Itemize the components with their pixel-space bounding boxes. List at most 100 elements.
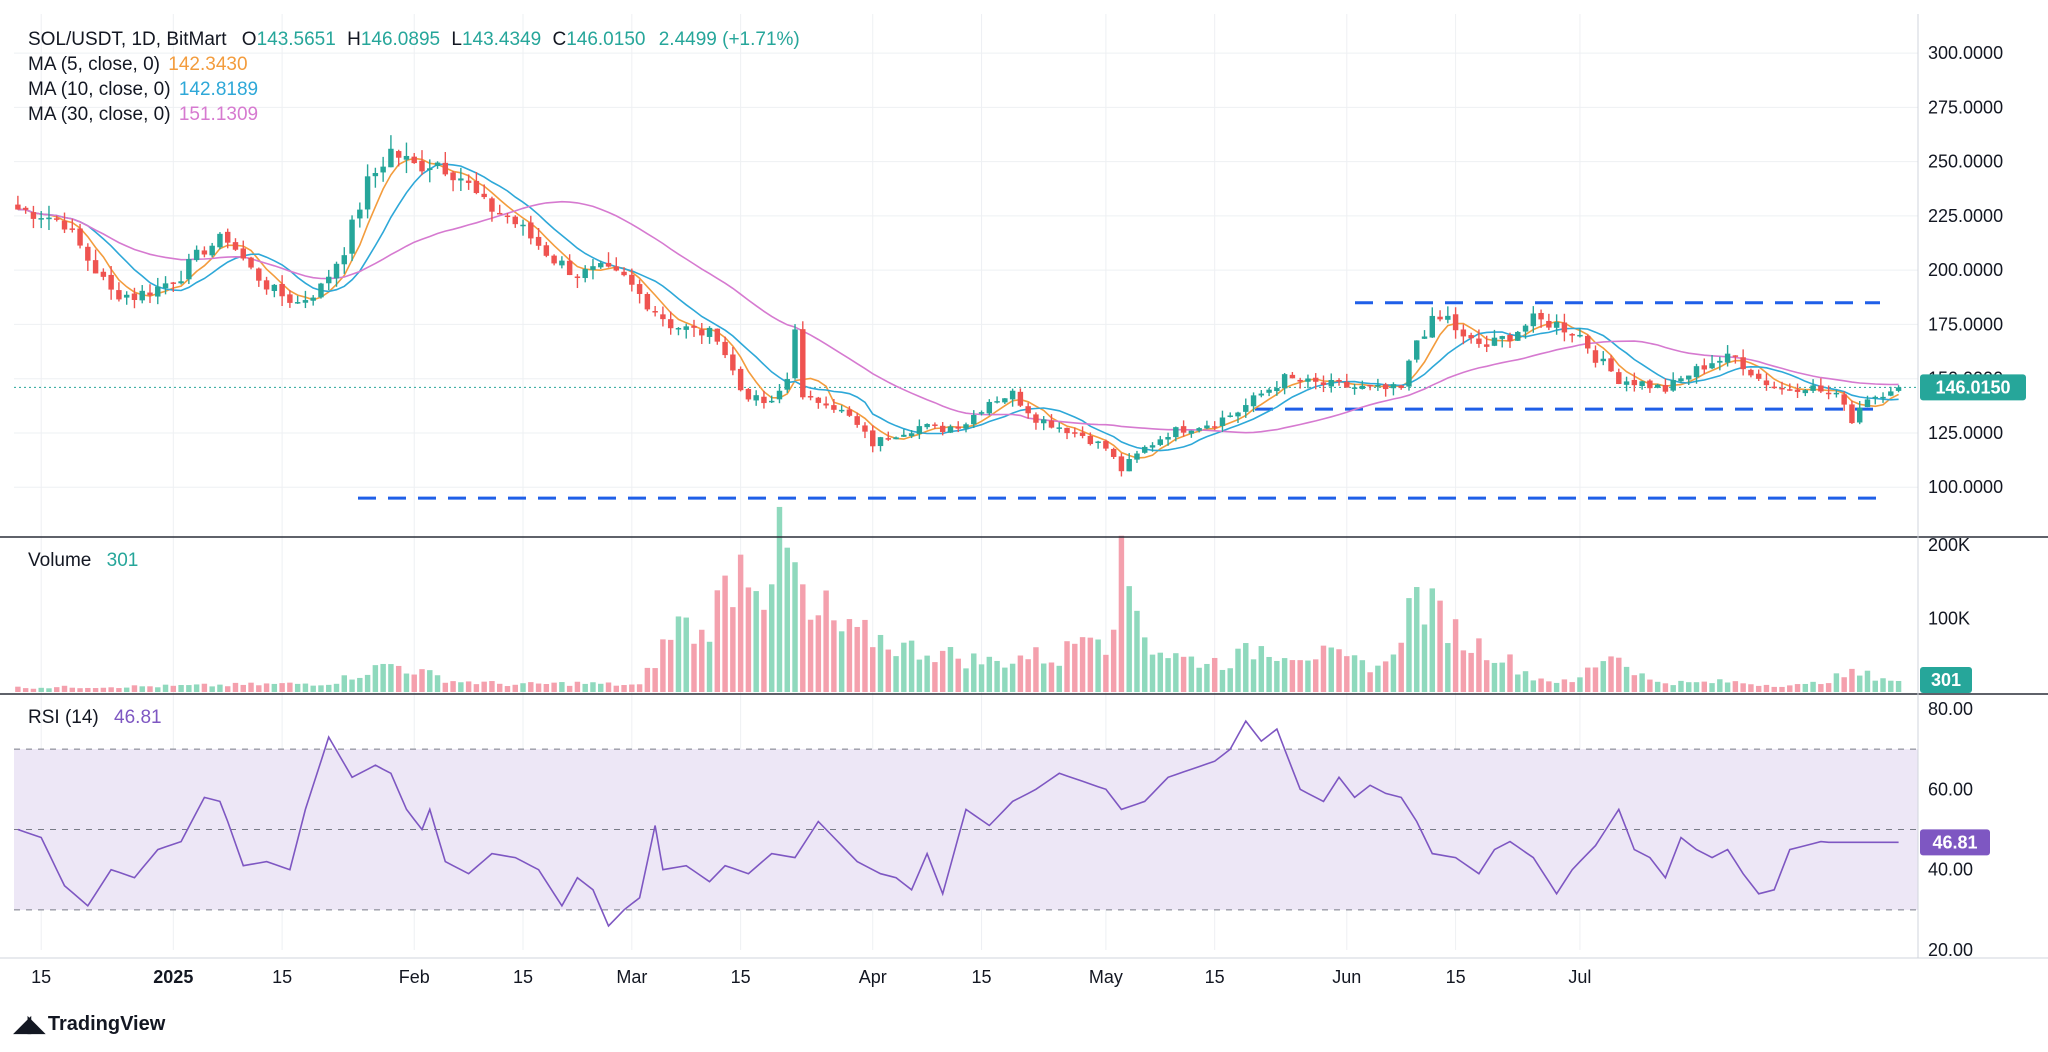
volume-bar [528,682,534,692]
candle-body [403,155,410,160]
candle-body [38,218,44,220]
candle-body [1616,372,1622,384]
support-resistance-lines [14,301,1918,500]
volume-bar [1717,679,1723,692]
candle-body [318,283,324,298]
volume-bar [784,547,790,692]
candle-body [69,228,76,230]
candle-body [652,311,658,313]
volume-bar [1701,681,1708,692]
candle-body [240,248,246,259]
volume-bar [427,670,433,692]
time-tick-label: 2025 [153,967,193,987]
volume-bar [333,683,340,692]
candle-body [1895,387,1902,391]
rsi-badge [1920,829,1990,856]
tradingview-wordmark: TradingView [47,1012,166,1035]
candle-body [217,233,223,248]
tradingview-logo[interactable]: ◢◣ TradingView [14,1011,165,1037]
volume-bar [1204,663,1210,692]
candle-body [1281,374,1288,389]
candle-body [870,430,876,447]
volume-legend[interactable]: Volume 301 [28,548,138,573]
candle-body [1647,380,1653,389]
price-tick-label: 300.0000 [1928,43,2003,63]
volume-bar [823,590,829,692]
candle-body [800,329,806,398]
candle-body [1390,384,1397,389]
candle-body [792,329,798,379]
volume-bar [551,682,557,692]
candle-body [22,207,29,210]
candle-body [613,266,620,271]
volume-bar [1165,658,1171,692]
volume-bar [302,683,309,692]
candle-body [357,209,363,219]
candle-body [846,409,853,416]
volume-bar [636,684,643,692]
candle-body [1631,379,1638,386]
candle-body [85,246,91,261]
volume-bar [1880,678,1886,692]
ma5-legend[interactable]: MA (5, close, 0) 142.3430 [28,52,248,77]
candle-body [660,314,666,320]
volume-bar [1312,659,1319,692]
volume-bar [1592,667,1599,692]
volume-bar [287,682,293,692]
volume-bar [1654,681,1661,692]
volume-bar [1561,679,1568,692]
candle-body [1701,365,1708,370]
volume-bar [1375,665,1381,692]
ma30-legend[interactable]: MA (30, close, 0) 151.1309 [28,102,258,127]
candle-body [248,257,254,268]
candle-body [621,271,627,276]
rsi-tick-label: 20.00 [1928,940,1973,960]
candle-body [1763,380,1770,386]
volume-bar [186,685,192,692]
candle-body [1538,312,1544,320]
volume-bar [870,647,876,692]
candle-body [1157,439,1164,445]
candle-body [722,341,728,356]
value-badges: 146.0150 301 46.81 [1920,374,2026,856]
candle-body [768,400,775,403]
volume-bar [1647,679,1653,692]
candle-body [699,329,705,336]
candle-body [458,178,464,181]
candle-body [1522,325,1529,332]
candle-body [1709,363,1715,369]
candle-body [683,326,689,330]
candle-body [1515,331,1521,341]
volume-bar [1188,656,1195,692]
volume-bar [310,685,316,692]
candle-body [512,216,518,225]
volume-bar [1499,662,1505,692]
volume-bar [395,665,402,692]
volume-bar [1779,686,1785,692]
volume-bar [1382,661,1389,692]
ma10-label: MA (10, close, 0) [28,79,171,100]
high-value: 146.0895 [360,29,441,50]
candle-body [287,294,293,303]
candle-body [333,263,340,279]
candle-body [1732,355,1739,357]
volume-bar [1452,619,1459,692]
rsi-legend[interactable]: RSI (14) 46.81 [28,705,162,730]
candle-body [1530,313,1537,327]
candle-body [209,245,215,256]
time-tick-label: 15 [972,967,992,987]
candle-body [1118,456,1125,472]
volume-bar [605,682,612,692]
volume-bar [1336,649,1342,692]
rsi-pane [14,719,1918,928]
symbol-label[interactable]: SOL/USDT, 1D, BitMart [28,29,227,50]
candle-body [1748,369,1754,376]
candle-body [1429,315,1436,338]
volume-bar [1157,652,1164,692]
volume-bar [326,684,332,692]
candle-body [1087,435,1094,445]
ma10-legend[interactable]: MA (10, close, 0) 142.8189 [28,77,258,102]
volume-bar [496,683,503,692]
candle-body [1072,432,1078,434]
